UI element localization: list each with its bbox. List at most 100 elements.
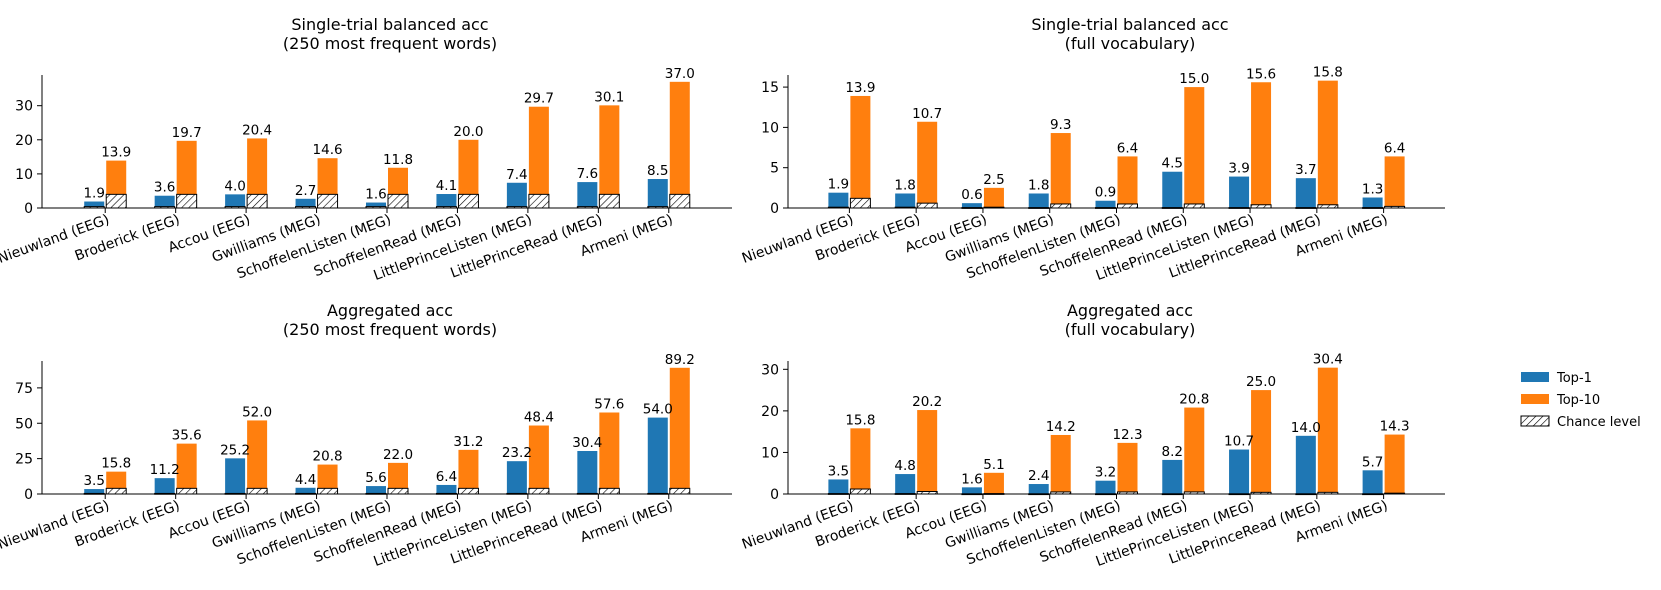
chance-bar-top10: [669, 193, 691, 209]
data-label-top10: 15.8: [101, 456, 131, 472]
chance-bar-top1: [435, 206, 457, 209]
chance-bar-top1: [647, 492, 669, 495]
data-label-top1: 1.3: [1362, 182, 1383, 198]
chance-bar-top10: [105, 487, 127, 495]
chance-bar-top1: [1095, 493, 1116, 496]
bar-top1: [436, 484, 457, 494]
data-label-top1: 2.4: [1028, 468, 1049, 484]
chance-bar-top10: [457, 193, 479, 209]
chance-bar-top10: [105, 193, 127, 209]
chance-bar-top1: [224, 492, 246, 495]
bar-top1: [1362, 197, 1383, 208]
chance-bar-top1: [154, 492, 176, 495]
data-label-top1: 1.8: [894, 177, 915, 193]
chance-bar-top1: [83, 492, 105, 495]
chance-bar-top10: [176, 193, 198, 209]
bar-top10: [528, 425, 549, 494]
data-label-top10: 14.2: [1046, 419, 1076, 435]
chance-bar-top1: [1362, 207, 1384, 209]
bar-top1: [895, 193, 916, 208]
bar-top10: [1317, 367, 1338, 494]
data-label-top1: 2.7: [295, 183, 316, 199]
chart-subtitle: (250 most frequent words): [283, 320, 497, 339]
bar-top10: [458, 449, 479, 494]
y-tick-label: 50: [15, 416, 33, 432]
chance-bar-top1: [1028, 493, 1050, 496]
bar-top1: [295, 198, 316, 208]
bar-top10: [1251, 390, 1272, 494]
data-label-top1: 8.5: [647, 163, 668, 179]
data-label-top1: 4.1: [436, 178, 457, 194]
data-label-top1: 3.5: [828, 463, 849, 479]
bar-top10: [1117, 156, 1138, 208]
data-label-top1: 0.9: [1095, 185, 1116, 201]
bar-top10: [247, 420, 268, 494]
y-tick-label: 15: [761, 80, 779, 96]
data-label-top10: 37.0: [665, 66, 695, 82]
bar-top10: [1050, 434, 1071, 494]
bar-top10: [176, 140, 197, 208]
chance-bar-top10: [317, 487, 339, 495]
chart-subtitle: (full vocabulary): [1065, 320, 1196, 339]
data-label-top10: 10.7: [912, 106, 942, 122]
bar-top10: [1184, 407, 1205, 494]
bar-top1: [366, 486, 386, 494]
chance-bar-top1: [1362, 493, 1384, 496]
bar-top1: [1229, 449, 1250, 494]
bar-top10: [1184, 87, 1205, 208]
data-label-top10: 20.8: [313, 449, 343, 465]
bar-top1: [225, 194, 246, 208]
chance-bar-top10: [457, 487, 479, 495]
data-label-top1: 1.6: [365, 187, 386, 203]
chance-bar-top10: [1384, 205, 1406, 209]
chance-bar-top10: [528, 487, 550, 495]
y-tick-label: 0: [24, 201, 33, 217]
bar-top1: [154, 478, 175, 494]
y-tick-label: 30: [761, 362, 779, 378]
data-label-top1: 4.8: [894, 458, 915, 474]
data-label-top1: 11.2: [150, 462, 180, 478]
bar-top1: [84, 489, 105, 494]
data-label-top1: 6.4: [436, 469, 457, 485]
bar-top10: [1117, 442, 1138, 494]
y-tick-label: 30: [15, 99, 33, 115]
chance-bar-top1: [827, 206, 849, 209]
chance-bar-top1: [365, 206, 387, 209]
y-tick-label: 25: [15, 452, 33, 468]
chance-bar-top10: [246, 193, 268, 209]
bar-top1: [506, 461, 527, 494]
bar-top10: [528, 106, 549, 208]
bar-top1: [1095, 200, 1116, 208]
chance-bar-top1: [224, 206, 246, 209]
chance-bar-top10: [387, 193, 409, 209]
data-label-top10: 20.8: [1179, 392, 1209, 408]
chance-bar-top10: [598, 193, 620, 209]
chart-subtitle: (full vocabulary): [1065, 34, 1196, 53]
chance-bar-top10: [983, 206, 1005, 209]
bar-top10: [917, 410, 938, 494]
chance-bar-top1: [506, 492, 528, 495]
chance-bar-top10: [1250, 491, 1272, 495]
data-label-top1: 3.6: [154, 180, 175, 196]
chance-bar-top1: [1161, 493, 1183, 496]
bar-top10: [458, 139, 479, 208]
chance-bar-top1: [1295, 207, 1317, 209]
bar-top10: [1317, 80, 1338, 208]
bar-top10: [1384, 434, 1405, 494]
bar-top1: [1295, 178, 1316, 208]
data-label-top1: 54.0: [643, 402, 673, 418]
bar-top10: [317, 464, 338, 494]
chart-panel-2: Single-trial balanced acc (full vocabula…: [740, 15, 1445, 284]
data-label-top10: 30.1: [594, 89, 624, 105]
chance-bar-top1: [295, 206, 317, 209]
data-label-top10: 52.0: [242, 404, 272, 420]
legend-label-chance: Chance level: [1557, 415, 1641, 430]
bar-top1: [577, 182, 598, 208]
data-label-top1: 3.9: [1228, 161, 1249, 177]
bar-top1: [961, 203, 982, 208]
data-label-top10: 11.8: [383, 152, 413, 168]
bar-top1: [1162, 459, 1183, 494]
chance-bar-top10: [916, 202, 938, 209]
data-label-top1: 14.0: [1291, 420, 1321, 436]
